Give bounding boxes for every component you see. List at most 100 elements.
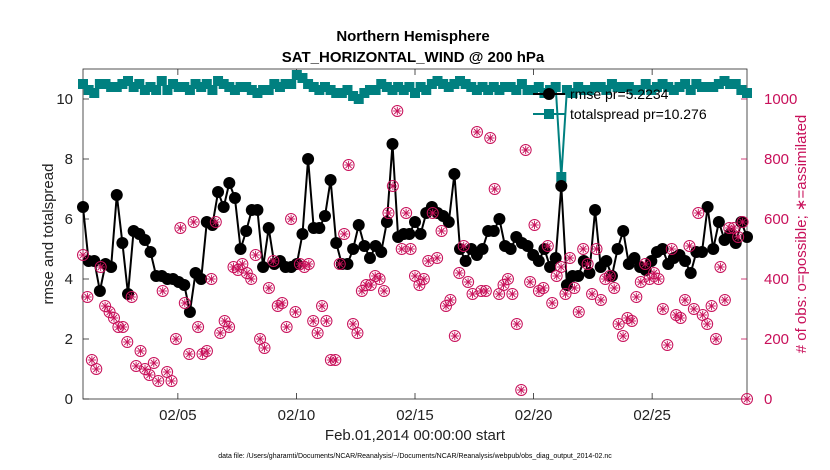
totalspread-point [590,82,601,92]
totalspread-point [455,76,466,86]
totalspread-point [190,79,201,89]
totalspread-point [556,172,567,182]
obs-point [568,282,581,294]
x-tick-label: 02/05 [159,407,197,424]
y2-tick-label: 400 [764,271,789,288]
obs-point [249,249,262,261]
totalspread-point [668,85,679,95]
legend-spread-label: totalspread pr=10.276 [570,106,707,122]
obs-point [143,369,156,381]
totalspread-point [381,82,392,92]
rmse-point [532,255,545,267]
obs-point [524,276,537,288]
rmse-point [212,186,225,198]
totalspread-point [561,85,572,95]
obs-point [121,336,134,348]
totalspread-point [252,88,263,98]
totalspread-point [578,85,589,95]
totalspread-point [477,82,488,92]
legend: rmse pr=5.2234 totalspread pr=10.276 [533,86,707,122]
totalspread-point [123,76,134,86]
rmse-point [88,255,101,267]
totalspread-point [348,91,359,101]
obs-point [134,345,147,357]
totalspread-point [342,85,353,95]
totalspread-point [466,82,477,92]
obs-point [178,297,191,309]
x-axis-label: Feb.01,2014 00:00:00 start [325,427,506,444]
rmse-point [459,255,472,267]
legend-rmse-label: rmse pr=5.2234 [570,86,669,102]
obs-point [484,132,497,144]
totalspread-point [258,85,269,95]
x-tick-label: 02/25 [633,407,671,424]
rmse-point [684,267,697,279]
rmse-point [712,216,725,228]
totalspread-point [162,85,173,95]
obs-point [555,261,568,273]
totalspread-point [471,85,482,95]
obs-point [302,258,315,270]
totalspread-point [601,85,612,95]
totalspread-point [584,85,595,95]
rmse-point [487,225,500,237]
obs-point [431,252,444,264]
totalspread-point [78,79,88,89]
rmse-point [386,138,399,150]
obs-point [541,240,554,252]
totalspread-point [229,85,240,95]
totalspread-point [111,82,122,92]
obs-point [231,264,244,276]
rmse-point [476,243,489,255]
obs-point [510,318,523,330]
obs-point [342,159,355,171]
obs-point [439,300,452,312]
obs-point [205,273,218,285]
obs-point [214,327,227,339]
totalspread-point [505,82,516,92]
obs-point [285,213,298,225]
obs-point [307,315,320,327]
totalspread-point [494,85,505,95]
rmse-point [555,180,568,192]
totalspread-point [438,79,449,89]
rmse-point [116,237,129,249]
rmse-point [110,189,123,201]
obs-point [378,285,391,297]
totalspread-point [612,82,623,92]
totalspread-point [168,79,179,89]
obs-point [262,282,275,294]
rmse-point [313,222,326,234]
obs-point [223,321,236,333]
totalspread-point [708,82,719,92]
totalspread-point [736,85,747,95]
obs-point [276,297,289,309]
totalspread-point [488,82,499,92]
obs-point [661,339,674,351]
obs-point [333,258,346,270]
rmse-point [296,228,309,240]
chart-subtitle: SAT_HORIZONTAL_WIND @ 200 hPa [282,49,545,66]
totalspread-point [426,79,437,89]
totalspread-point [533,82,544,92]
obs-point [612,318,625,330]
obs-point [351,327,364,339]
obs-point [174,222,187,234]
rmse-point [656,243,669,255]
obs-point [435,225,448,237]
totalspread-point [742,88,752,98]
y2-tick-label: 1000 [764,91,797,108]
totalspread-point [100,79,111,89]
obs-point [470,126,483,138]
obs-point [125,291,138,303]
obs-point [311,327,324,339]
rmse-point [195,273,208,285]
obs-point [103,306,116,318]
rmse-point [701,201,714,213]
rmse-point [549,252,562,264]
totalspread-point [443,82,454,92]
obs-point [630,291,643,303]
totalspread-point [725,79,736,89]
totalspread-point [274,82,285,92]
rmse-point [144,246,157,258]
